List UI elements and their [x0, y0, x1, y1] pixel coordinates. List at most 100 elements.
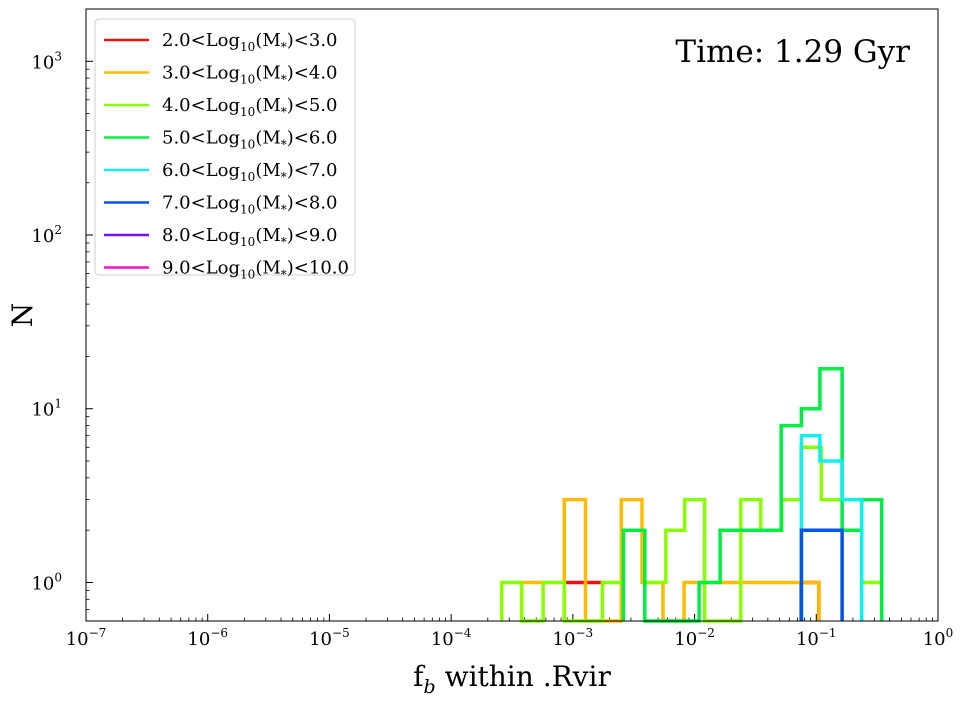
- legend-entry: 5.0<Log10(M*)<6.0: [162, 128, 338, 152]
- x-tick-label-base: 10: [674, 629, 697, 650]
- legend-entry: 7.0<Log10(M*)<8.0: [162, 193, 338, 217]
- legend-label-end: )<8.0: [287, 193, 338, 214]
- x-tick-label: 10−1: [796, 626, 837, 650]
- legend-label-pre: 7.0<Log: [162, 193, 240, 214]
- x-tick-label-exp: −5: [332, 626, 350, 640]
- legend-label-end: )<6.0: [287, 128, 338, 149]
- x-tick-label-exp: −3: [575, 626, 593, 640]
- x-axis-title: fb within .Rvir: [413, 660, 611, 698]
- legend-label-sub: 10: [240, 105, 255, 119]
- x-axis-title-sub: b: [424, 676, 436, 698]
- legend-label-sub2: *: [281, 138, 287, 152]
- legend-entry: 9.0<Log10(M*)<10.0: [162, 258, 349, 282]
- x-tick-label-base: 10: [431, 629, 454, 650]
- legend-label-pre: 3.0<Log: [162, 63, 240, 84]
- x-tick-label-base: 10: [309, 629, 332, 650]
- histogram-series: [799, 433, 864, 621]
- legend-label-end: )<4.0: [287, 63, 338, 84]
- y-axis-title: N: [6, 303, 39, 328]
- y-tick-label-exp: 1: [54, 397, 62, 411]
- y-tick-label-base: 10: [31, 226, 54, 247]
- legend-label-post: (M: [255, 160, 280, 181]
- y-tick-label-base: 10: [31, 400, 54, 421]
- x-tick-label: 10−6: [187, 626, 228, 650]
- legend-label-sub: 10: [240, 203, 255, 217]
- legend-label-sub2: *: [281, 268, 287, 282]
- x-tick-label-base: 10: [553, 629, 576, 650]
- legend-label-end: )<10.0: [287, 258, 349, 279]
- legend-entry: 6.0<Log10(M*)<7.0: [162, 160, 338, 184]
- x-tick-label-base: 10: [66, 629, 89, 650]
- legend-label-pre: 9.0<Log: [162, 258, 240, 279]
- y-tick-label-base: 10: [31, 573, 54, 594]
- legend-label-post: (M: [255, 193, 280, 214]
- legend-label-post: (M: [255, 258, 280, 279]
- legend-label-post: (M: [255, 128, 280, 149]
- legend-label-end: )<9.0: [287, 225, 338, 246]
- x-tick-label-exp: −1: [819, 626, 837, 640]
- y-tick-label-exp: 2: [54, 223, 62, 237]
- x-axis-title-rest: within .Rvir: [436, 660, 612, 693]
- legend-label-pre: 4.0<Log: [162, 95, 240, 116]
- legend-entry: 3.0<Log10(M*)<4.0: [162, 63, 338, 87]
- legend-label-post: (M: [255, 95, 280, 116]
- y-tick-label: 100: [31, 570, 62, 594]
- x-tick-label: 10−2: [674, 626, 715, 650]
- legend-label-post: (M: [255, 30, 280, 51]
- legend-label-end: )<5.0: [287, 95, 338, 116]
- legend-label-sub2: *: [281, 203, 287, 217]
- legend-label-sub2: *: [281, 73, 287, 87]
- x-tick-label-base: 10: [923, 629, 946, 650]
- x-axis-title-main: f: [413, 660, 426, 693]
- x-tick-label-exp: 0: [946, 626, 954, 640]
- legend-label-sub2: *: [281, 170, 287, 184]
- histogram-series: [799, 528, 844, 621]
- time-annotation: Time: 1.29 Gyr: [675, 34, 910, 70]
- legend-label-sub: 10: [240, 268, 255, 282]
- legend-label-pre: 5.0<Log: [162, 128, 240, 149]
- legend-label-sub: 10: [240, 138, 255, 152]
- legend-label-sub: 10: [240, 170, 255, 184]
- legend-label-sub2: *: [281, 40, 287, 54]
- legend-label-post: (M: [255, 63, 280, 84]
- x-axis: 10−7 10−6 10−5 10−4 10−3 10−2 10−1 100: [66, 614, 954, 650]
- x-tick-label-exp: −7: [89, 626, 107, 640]
- series-layer: [499, 366, 884, 623]
- histogram-series: [499, 445, 884, 623]
- legend-label-post: (M: [255, 225, 280, 246]
- y-tick-label: 103: [31, 49, 62, 73]
- x-tick-label: 10−7: [66, 626, 107, 650]
- x-tick-label-exp: −6: [210, 626, 228, 640]
- histogram-series: [519, 497, 821, 623]
- legend-label-pre: 8.0<Log: [162, 225, 240, 246]
- legend-label-end: )<3.0: [287, 30, 338, 51]
- legend-entry: 2.0<Log10(M*)<3.0: [162, 30, 338, 54]
- x-tick-label: 10−4: [431, 626, 472, 650]
- legend-label-end: )<7.0: [287, 160, 338, 181]
- legend-label-sub: 10: [240, 40, 255, 54]
- legend-label-sub2: *: [281, 235, 287, 249]
- x-tick-label-base: 10: [796, 629, 819, 650]
- legend-label-sub: 10: [240, 73, 255, 87]
- y-tick-label-base: 10: [31, 52, 54, 73]
- plot-frame: [85, 8, 939, 622]
- x-tick-label-base: 10: [187, 629, 210, 650]
- x-tick-label-exp: −2: [697, 626, 715, 640]
- legend-label-pre: 2.0<Log: [162, 30, 240, 51]
- x-tick-label: 10−5: [309, 626, 350, 650]
- legend-label-sub: 10: [240, 235, 255, 249]
- legend: 2.0<Log10(M*)<3.03.0<Log10(M*)<4.04.0<Lo…: [94, 18, 356, 282]
- y-tick-label-exp: 0: [54, 570, 62, 584]
- legend-entry: 8.0<Log10(M*)<9.0: [162, 225, 338, 249]
- legend-entry: 4.0<Log10(M*)<5.0: [162, 95, 338, 119]
- y-tick-label: 101: [31, 397, 62, 421]
- legend-label-sub2: *: [281, 105, 287, 119]
- legend-box: [94, 18, 356, 276]
- y-tick-label: 102: [31, 223, 62, 247]
- y-tick-label-exp: 3: [54, 49, 62, 63]
- x-tick-label: 100: [923, 626, 954, 650]
- legend-label-pre: 6.0<Log: [162, 160, 240, 181]
- x-tick-label-exp: −4: [454, 626, 472, 640]
